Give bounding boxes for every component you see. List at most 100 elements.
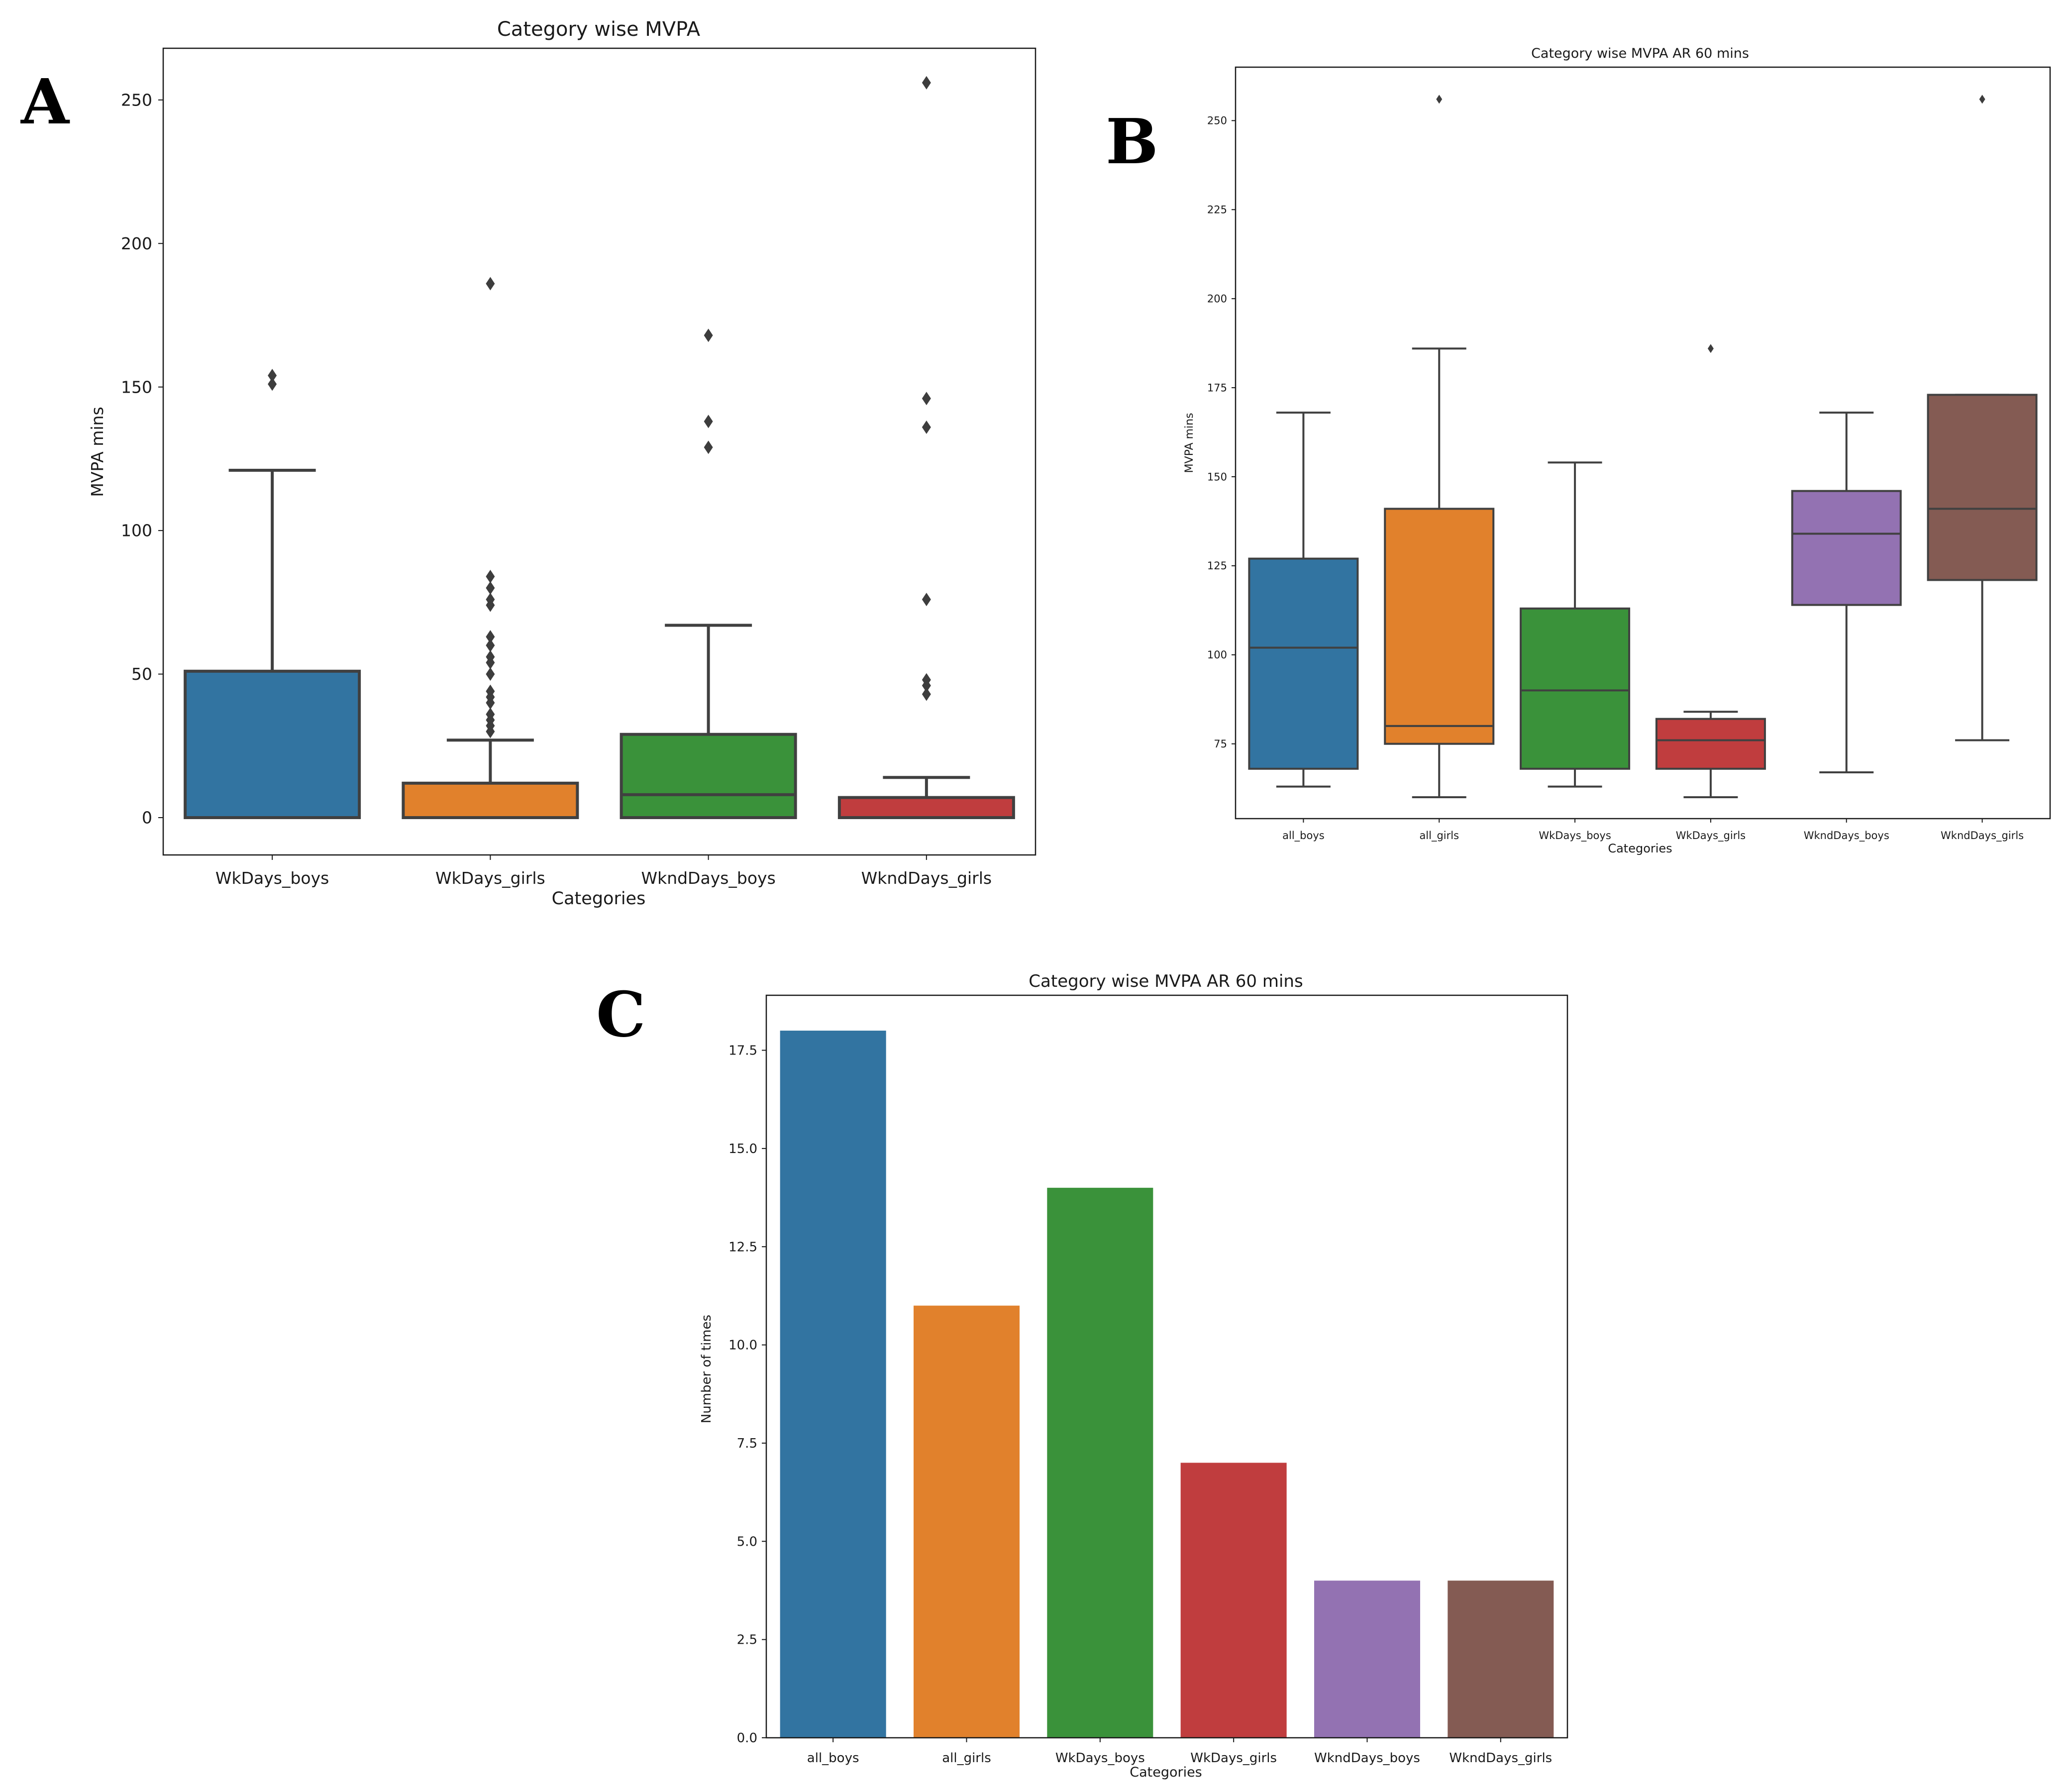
outlier-point — [704, 328, 713, 342]
x-tick-label: WkDays_girls — [1676, 830, 1746, 842]
plot-frame — [1235, 66, 2051, 820]
outlier-point — [922, 420, 931, 434]
box-WkndDays_boys — [620, 328, 797, 820]
panel-letter-b: B — [1106, 105, 1158, 178]
outlier-point — [486, 684, 495, 698]
plot-frame — [765, 994, 1568, 1739]
y-tick-label: 2.5 — [737, 1633, 757, 1648]
bar-all_boys — [780, 1031, 886, 1738]
chart-a-y-axis: 0 50 100 150 200 250 — [121, 90, 163, 828]
y-tick-label: 175 — [1207, 382, 1227, 394]
outlier-point — [486, 630, 495, 644]
box-body — [1248, 557, 1359, 770]
box-body — [620, 733, 797, 820]
y-tick-label: 10.0 — [728, 1338, 757, 1353]
plot-frame — [162, 47, 1036, 856]
outlier-point — [704, 415, 713, 428]
box-WkDays_boys — [184, 369, 361, 820]
box-body — [402, 781, 579, 820]
y-tick-label: 17.5 — [728, 1044, 757, 1058]
box-body — [184, 669, 361, 820]
outlier-point — [268, 369, 277, 383]
x-tick-label: WkDays_boys — [215, 868, 329, 888]
bar-WkndDays_girls — [1448, 1581, 1554, 1738]
x-tick-label: WkndDays_boys — [641, 868, 775, 888]
bar-all_girls — [914, 1305, 1020, 1738]
chart-a-plot-area — [162, 47, 1036, 856]
x-tick-label: all_girls — [1419, 830, 1459, 842]
x-tick-label: WkDays_girls — [1190, 1751, 1277, 1766]
x-tick-label: all_girls — [942, 1751, 991, 1766]
box-all_girls — [1384, 95, 1495, 799]
x-tick-label: WkndDays_girls — [1449, 1751, 1552, 1766]
chart-c-x-axis: all_boys all_girls WkDays_boys WkDays_girls… — [807, 1738, 1552, 1766]
box-WkDays_girls — [402, 277, 579, 820]
x-tick-label: WkndDays_boys — [1804, 830, 1889, 842]
chart-a-title: Category wise MVPA — [497, 18, 701, 41]
y-tick-label: 0 — [142, 808, 152, 828]
box-all_boys — [1248, 412, 1359, 788]
box-WkndDays_girls — [837, 76, 1015, 820]
box-body — [1520, 607, 1631, 770]
bar-WkDays_boys — [1047, 1187, 1153, 1738]
y-tick-label: 200 — [121, 234, 152, 253]
outlier-point — [486, 667, 495, 681]
box-body — [837, 796, 1015, 820]
y-tick-label: 100 — [1207, 649, 1227, 661]
x-tick-label: WkDays_boys — [1055, 1751, 1145, 1766]
y-tick-label: 100 — [121, 521, 152, 540]
y-tick-label: 5.0 — [737, 1534, 757, 1549]
x-tick-label: WkndDays_girls — [861, 868, 992, 888]
box-body — [1655, 718, 1766, 770]
outlier-point — [1707, 344, 1714, 353]
box-WkndDays_girls — [1927, 95, 2038, 741]
outlier-point — [486, 650, 495, 664]
outlier-point — [486, 277, 495, 291]
outlier-point — [1979, 95, 1985, 104]
outlier-point — [486, 581, 495, 595]
y-tick-label: 150 — [1207, 471, 1227, 483]
y-tick-label: 200 — [1207, 293, 1227, 305]
y-tick-label: 0.0 — [737, 1731, 757, 1746]
chart-b-ylabel: MVPA mins — [1183, 413, 1196, 473]
chart-b-plot-area — [1235, 66, 2051, 820]
x-tick-label: WkndDays_girls — [1941, 830, 2024, 842]
chart-b-xlabel: Categories — [1608, 842, 1672, 855]
chart-b-y-axis: 75 100 125 150 175 200 225 250 — [1207, 115, 1236, 750]
chart-c-ylabel: Number of times — [699, 1315, 714, 1423]
outlier-point — [486, 569, 495, 583]
x-tick-label: WkDays_boys — [1539, 830, 1611, 842]
box-body — [1927, 394, 2038, 581]
box-WkDays_girls — [1655, 344, 1766, 799]
chart-c-plot-area — [765, 994, 1568, 1739]
y-tick-label: 125 — [1207, 560, 1227, 572]
chart-a-x-axis: WkDays_boys WkDays_girls WkndDays_boys Wknd… — [215, 855, 992, 888]
box-body — [1791, 490, 1902, 606]
y-tick-label: 225 — [1207, 204, 1227, 216]
outlier-point — [1436, 95, 1443, 104]
y-tick-label: 12.5 — [728, 1240, 757, 1255]
outlier-point — [486, 707, 495, 721]
y-tick-label: 150 — [121, 377, 152, 397]
chart-b-title: Category wise MVPA AR 60 mins — [1531, 46, 1749, 61]
x-tick-label: all_boys — [807, 1751, 859, 1766]
y-tick-label: 15.0 — [728, 1142, 757, 1157]
y-tick-label: 50 — [131, 664, 152, 684]
panel-letter-c: C — [596, 978, 646, 1051]
y-tick-label: 75 — [1214, 738, 1227, 750]
x-tick-label: WkDays_girls — [435, 868, 545, 888]
chart-c-title: Category wise MVPA AR 60 mins — [1029, 971, 1303, 991]
box-body — [1384, 508, 1495, 745]
outlier-point — [922, 593, 931, 607]
chart-c-xlabel: Categories — [1130, 1765, 1202, 1780]
box-WkndDays_boys — [1791, 412, 1902, 773]
chart-a-ylabel: MVPA mins — [88, 407, 107, 497]
outlier-point — [922, 76, 931, 90]
chart-a-xlabel: Categories — [552, 889, 646, 909]
x-tick-label: WkndDays_boys — [1314, 1751, 1420, 1766]
outlier-point — [268, 377, 277, 391]
box-WkDays_boys — [1520, 461, 1631, 788]
bar-WkDays_girls — [1180, 1463, 1287, 1738]
y-tick-label: 250 — [1207, 115, 1227, 127]
x-tick-label: all_boys — [1282, 830, 1325, 842]
